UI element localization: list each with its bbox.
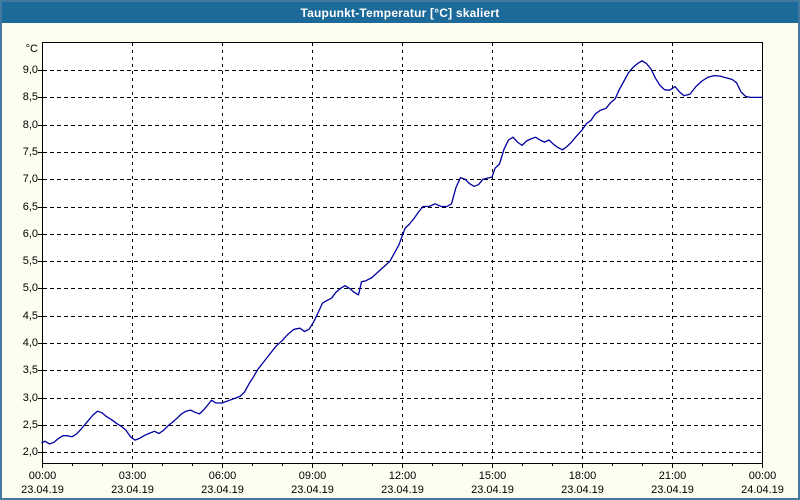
y-tick-label: 3,5 (22, 363, 38, 376)
y-tick-label: 3,0 (22, 391, 38, 404)
y-tick-label: 6,0 (22, 227, 38, 240)
x-tick-date-label: 23.04.19 (381, 484, 424, 496)
window-title: Taupunkt-Temperatur [°C] skaliert (300, 5, 500, 20)
chart-canvas (38, 42, 763, 468)
y-tick-label: 7,0 (22, 172, 38, 185)
x-tick-time-label: 15:00 (478, 470, 507, 482)
x-tick-time-label: 09:00 (298, 470, 327, 482)
x-tick-date-label: 23.04.19 (291, 484, 334, 496)
x-tick-time-label: 18:00 (568, 470, 597, 482)
y-tick-label: 4,5 (22, 309, 38, 322)
x-tick-date-label: 23.04.19 (561, 484, 604, 496)
x-tick-date-label: 23.04.19 (471, 484, 514, 496)
x-tick-date-label: 23.04.19 (201, 484, 244, 496)
x-tick-date-label: 24.04.19 (741, 484, 784, 496)
y-tick-label: 8,5 (22, 90, 38, 103)
x-tick-time-label: 03:00 (118, 470, 147, 482)
y-tick-label: 5,5 (22, 254, 38, 267)
x-tick-time-label: 06:00 (208, 470, 237, 482)
y-tick-label: 2,0 (22, 445, 38, 458)
y-tick-label: 2,5 (22, 418, 38, 431)
x-tick-date-label: 23.04.19 (111, 484, 154, 496)
y-tick-label: 6,5 (22, 200, 38, 213)
x-tick-date-label: 23.04.19 (21, 484, 64, 496)
y-tick-label: 8,0 (22, 118, 38, 131)
chart-region: °C 2,0 2,5 3,0 3,5 4,0 4,5 5,0 5,5 6,0 6,5 7,0 7,5 8… (2, 23, 798, 498)
y-tick-label: 9,0 (22, 63, 38, 76)
x-tick-time-label: 00:00 (748, 470, 777, 482)
title-bar: Taupunkt-Temperatur [°C] skaliert (2, 2, 798, 23)
y-tick-label: 5,0 (22, 281, 38, 294)
x-tick-time-label: 12:00 (388, 470, 417, 482)
x-tick-time-label: 21:00 (658, 470, 687, 482)
x-tick-time-label: 00:00 (28, 470, 57, 482)
y-tick-label: 4,0 (22, 336, 38, 349)
y-axis-unit-label: °C (25, 43, 38, 55)
y-tick-label: 7,5 (22, 145, 38, 158)
data-line (41, 60, 763, 445)
x-tick-date-label: 23.04.19 (651, 484, 694, 496)
